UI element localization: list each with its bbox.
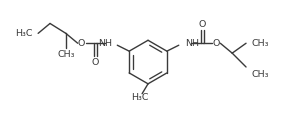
Text: NH: NH bbox=[185, 39, 199, 48]
Text: CH₃: CH₃ bbox=[57, 50, 75, 59]
Text: H₃C: H₃C bbox=[15, 29, 32, 38]
Text: CH₃: CH₃ bbox=[252, 39, 269, 48]
Text: O: O bbox=[78, 39, 85, 48]
Text: O: O bbox=[213, 39, 220, 48]
Text: NH: NH bbox=[98, 39, 112, 48]
Text: H₃C: H₃C bbox=[131, 93, 149, 102]
Text: O: O bbox=[92, 58, 99, 66]
Text: O: O bbox=[199, 20, 206, 29]
Text: CH₃: CH₃ bbox=[252, 70, 269, 79]
